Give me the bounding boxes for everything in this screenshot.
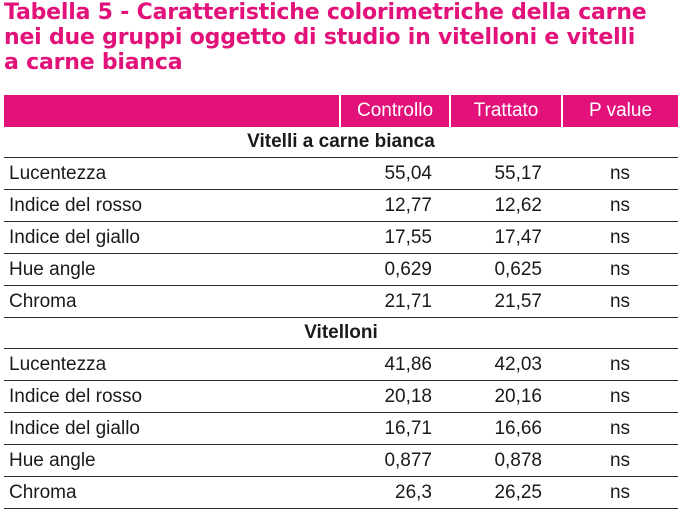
table-row: Lucentezza 41,86 42,03 ns — [4, 348, 678, 381]
table-row: Chroma 26,3 26,25 ns — [4, 476, 678, 509]
cell-p-value: ns — [562, 348, 678, 381]
table-row: Chroma 21,71 21,57 ns — [4, 285, 678, 318]
row-label: Indice del giallo — [4, 412, 340, 445]
cell-trattato: 55,17 — [450, 157, 562, 190]
cell-trattato: 21,57 — [450, 285, 562, 318]
cell-p-value: ns — [562, 444, 678, 477]
row-label: Lucentezza — [4, 348, 340, 381]
cell-trattato: 42,03 — [450, 348, 562, 381]
table-title-line-2: nei due gruppi oggetto di studio in vite… — [4, 25, 636, 50]
cell-controllo: 26,3 — [340, 476, 450, 509]
table-row: Hue angle 0,629 0,625 ns — [4, 253, 678, 286]
section-heading: Vitelli a carne bianca — [4, 127, 678, 158]
row-label: Lucentezza — [4, 157, 340, 190]
cell-trattato: 0,878 — [450, 444, 562, 477]
cell-controllo: 16,71 — [340, 412, 450, 445]
table-row: Indice del rosso 12,77 12,62 ns — [4, 189, 678, 222]
table-row: Indice del rosso 20,18 20,16 ns — [4, 380, 678, 413]
header-cell-controllo: Controllo — [339, 95, 451, 127]
cell-p-value: ns — [562, 189, 678, 222]
cell-p-value: ns — [562, 412, 678, 445]
cell-controllo: 12,77 — [340, 189, 450, 222]
cell-p-value: ns — [562, 157, 678, 190]
header-cell-p-value: P value — [561, 95, 678, 127]
row-label: Hue angle — [4, 253, 340, 286]
cell-trattato: 17,47 — [450, 221, 562, 254]
section-heading: Vitelloni — [4, 317, 678, 349]
cell-controllo: 55,04 — [340, 157, 450, 190]
cell-trattato: 12,62 — [450, 189, 562, 222]
cell-controllo: 17,55 — [340, 221, 450, 254]
row-label: Chroma — [4, 285, 340, 318]
cell-controllo: 41,86 — [340, 348, 450, 381]
cell-trattato: 0,625 — [450, 253, 562, 286]
cell-controllo: 21,71 — [340, 285, 450, 318]
section-row: Vitelloni — [4, 317, 678, 349]
header-row: Controllo Trattato P value — [4, 95, 678, 127]
cell-controllo: 20,18 — [340, 380, 450, 413]
table-row: Lucentezza 55,04 55,17 ns — [4, 157, 678, 190]
cell-controllo: 0,629 — [340, 253, 450, 286]
table-title: Tabella 5 - Caratteristiche colorimetric… — [4, 0, 684, 75]
table-row: Indice del giallo 17,55 17,47 ns — [4, 221, 678, 254]
row-label: Indice del rosso — [4, 189, 340, 222]
header-cell-trattato: Trattato — [449, 95, 563, 127]
table-title-line-3: a carne bianca — [4, 50, 183, 75]
row-label: Hue angle — [4, 444, 340, 477]
table-row: Hue angle 0,877 0,878 ns — [4, 444, 678, 477]
section-row: Vitelli a carne bianca — [4, 127, 678, 158]
colorimetric-table: Controllo Trattato P value Vitelli a car… — [4, 95, 678, 509]
cell-p-value: ns — [562, 221, 678, 254]
header-cell-label — [4, 95, 341, 127]
table-title-line-1: Tabella 5 - Caratteristiche colorimetric… — [4, 0, 647, 25]
cell-p-value: ns — [562, 380, 678, 413]
cell-p-value: ns — [562, 253, 678, 286]
row-label: Chroma — [4, 476, 340, 509]
cell-trattato: 20,16 — [450, 380, 562, 413]
cell-trattato: 26,25 — [450, 476, 562, 509]
row-label: Indice del giallo — [4, 221, 340, 254]
cell-p-value: ns — [562, 285, 678, 318]
cell-controllo: 0,877 — [340, 444, 450, 477]
table-body: Vitelli a carne bianca Lucentezza 55,04 55,… — [4, 127, 678, 509]
row-label: Indice del rosso — [4, 380, 340, 413]
cell-trattato: 16,66 — [450, 412, 562, 445]
table-row: Indice del giallo 16,71 16,66 ns — [4, 412, 678, 445]
cell-p-value: ns — [562, 476, 678, 509]
